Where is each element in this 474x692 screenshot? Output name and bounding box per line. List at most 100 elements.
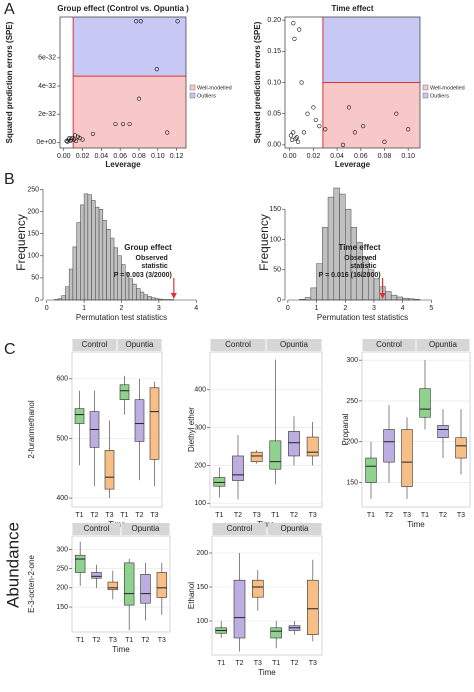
plot-background xyxy=(361,351,471,508)
box xyxy=(250,451,263,462)
legend-label: Well-modelled xyxy=(197,85,232,91)
x-tick-label: T1 xyxy=(367,512,375,519)
y-axis-label: E-3-octen-2-one xyxy=(27,555,36,613)
x-tick-label: T2 xyxy=(439,512,447,519)
legend-label: Outliers xyxy=(197,93,216,99)
facet-label: Opuntia xyxy=(131,524,160,533)
x-tick-label: 0.12 xyxy=(170,153,184,160)
point xyxy=(361,124,366,129)
y-tick-label: 400 xyxy=(56,495,68,502)
legend-swatch xyxy=(422,84,429,91)
x-tick-label: 4 xyxy=(194,305,198,312)
point xyxy=(73,138,79,144)
y-tick-label: 100 xyxy=(269,236,281,243)
bar xyxy=(106,228,111,301)
x-tick-label: 4 xyxy=(401,305,405,312)
point xyxy=(175,19,180,24)
point xyxy=(292,36,297,41)
facet-label: Opuntia xyxy=(280,524,309,533)
x-tick-label: T2 xyxy=(290,660,298,667)
facet-strip xyxy=(121,523,170,535)
annotation-text: statistic xyxy=(141,263,168,270)
plot-background xyxy=(71,535,171,633)
bar xyxy=(68,268,74,301)
facet-label: Control xyxy=(227,524,253,533)
box xyxy=(455,437,467,459)
y-tick-label: 50 xyxy=(31,275,39,282)
y-tick-label: 0.15 xyxy=(267,48,281,55)
plot-frame xyxy=(59,16,187,149)
x-tick-label: 0 xyxy=(45,305,49,312)
y-tick-label: 0e+00 xyxy=(36,139,56,146)
y-axis-label: Diethyl ether xyxy=(187,407,196,452)
bar xyxy=(128,278,133,301)
y-tick-label: 50 xyxy=(273,267,281,274)
y-axis-label: Ethanol xyxy=(187,582,196,609)
arrow-head xyxy=(379,293,386,299)
point xyxy=(346,105,352,110)
y-tick-label: 600 xyxy=(56,376,68,383)
bar xyxy=(316,263,323,301)
x-tick-label: T2 xyxy=(235,660,243,667)
box xyxy=(91,572,102,579)
annotation-p: P = 0.003 (3/2000) xyxy=(114,272,172,279)
x-tick-label: 0.00 xyxy=(57,153,71,160)
bar xyxy=(102,220,107,301)
point xyxy=(290,137,295,142)
box xyxy=(156,572,168,598)
bar xyxy=(76,222,81,301)
x-tick-label: T1 xyxy=(76,637,84,644)
y-tick-label: 400 xyxy=(194,387,206,394)
x-tick-label: T3 xyxy=(105,512,113,519)
plot-background xyxy=(209,351,323,508)
x-tick-label: T2 xyxy=(290,512,298,519)
facet-label: Opuntia xyxy=(125,340,154,349)
bar xyxy=(132,283,137,301)
well-modelled-region xyxy=(73,76,186,148)
x-tick-label: 0.08 xyxy=(132,153,146,160)
legend-label: Well-modelled xyxy=(430,85,465,91)
point xyxy=(69,137,74,142)
y-tick-label: 100 xyxy=(194,500,206,507)
box xyxy=(306,436,319,457)
y-tick-label: 150 xyxy=(56,604,68,611)
outlier-region xyxy=(322,17,420,83)
annotation-text: Observed xyxy=(344,255,376,262)
y-tick-label: 150 xyxy=(269,206,281,213)
box xyxy=(252,579,264,598)
x-tick-label: T3 xyxy=(158,637,166,644)
bar xyxy=(322,227,329,301)
point xyxy=(295,139,301,144)
point xyxy=(394,111,399,116)
x-tick-label: 2 xyxy=(343,305,347,312)
box xyxy=(383,429,395,463)
box xyxy=(107,581,119,591)
x-axis-label: Permutation test statistics xyxy=(76,313,167,322)
y-axis-label: Propanal xyxy=(341,413,350,445)
point xyxy=(291,130,296,135)
point xyxy=(72,133,78,138)
point xyxy=(113,121,118,127)
annotation-title: Time effect xyxy=(338,243,380,252)
y-tick-label: 300 xyxy=(194,424,206,431)
point xyxy=(134,19,139,24)
x-tick-label: 0.06 xyxy=(113,153,127,160)
y-tick-label: 250 xyxy=(56,565,68,572)
y-tick-label: 200 xyxy=(56,585,68,592)
y-tick-label: 200 xyxy=(196,550,208,557)
y-axis-label: Frequency xyxy=(14,214,28,271)
x-tick-label: 2 xyxy=(120,305,124,312)
facet-label: Opuntia xyxy=(429,340,458,349)
y-tick-label: 0 xyxy=(277,297,281,304)
y-axis-label: 2-furanmethanol xyxy=(27,400,36,458)
x-tick-label: T3 xyxy=(254,660,262,667)
box xyxy=(119,384,130,400)
y-tick-label: 150 xyxy=(346,479,358,486)
bar xyxy=(143,294,148,301)
facet-strip xyxy=(210,339,266,351)
bar xyxy=(87,194,92,301)
annotation-text: statistic xyxy=(350,263,377,270)
panel-label: C xyxy=(4,341,16,358)
facet-label: Control xyxy=(84,524,110,533)
